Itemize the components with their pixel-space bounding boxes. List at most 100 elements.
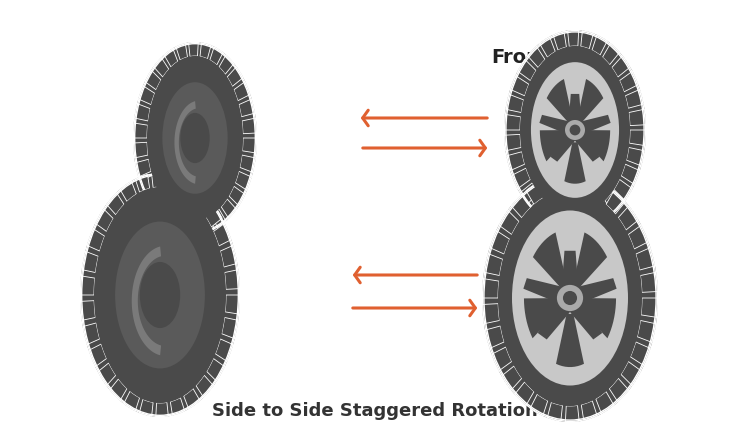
Polygon shape (539, 115, 578, 137)
Ellipse shape (133, 42, 257, 234)
Polygon shape (200, 43, 211, 59)
Ellipse shape (504, 30, 646, 230)
Polygon shape (628, 109, 646, 125)
Polygon shape (504, 114, 520, 130)
Polygon shape (236, 171, 252, 190)
Polygon shape (567, 278, 616, 307)
Polygon shape (636, 247, 655, 270)
Polygon shape (573, 232, 607, 288)
Polygon shape (592, 35, 608, 55)
Polygon shape (491, 347, 512, 371)
Polygon shape (628, 225, 649, 249)
Polygon shape (98, 363, 116, 386)
Polygon shape (578, 175, 592, 194)
Polygon shape (482, 279, 499, 298)
Polygon shape (482, 303, 500, 324)
Polygon shape (602, 44, 619, 65)
Polygon shape (592, 180, 610, 202)
Polygon shape (170, 398, 184, 416)
Polygon shape (229, 186, 245, 206)
Polygon shape (640, 272, 658, 292)
Polygon shape (512, 168, 530, 189)
Polygon shape (212, 209, 226, 228)
Polygon shape (550, 126, 580, 162)
Polygon shape (120, 181, 136, 202)
Polygon shape (224, 270, 240, 289)
Polygon shape (520, 183, 538, 204)
Polygon shape (621, 361, 641, 386)
Polygon shape (133, 123, 148, 138)
Polygon shape (510, 76, 529, 96)
Polygon shape (564, 142, 586, 184)
Polygon shape (192, 219, 202, 234)
Polygon shape (561, 174, 574, 190)
Polygon shape (179, 217, 190, 234)
Polygon shape (581, 400, 597, 421)
Polygon shape (227, 67, 243, 86)
Polygon shape (202, 216, 214, 233)
Polygon shape (547, 79, 572, 123)
Polygon shape (606, 190, 625, 214)
Polygon shape (626, 89, 644, 108)
Polygon shape (609, 378, 629, 402)
Polygon shape (626, 147, 644, 166)
Polygon shape (499, 210, 519, 235)
Ellipse shape (162, 82, 228, 194)
Ellipse shape (147, 56, 243, 220)
Polygon shape (110, 379, 127, 400)
Polygon shape (234, 81, 250, 101)
Polygon shape (152, 173, 164, 188)
Polygon shape (134, 104, 150, 121)
Polygon shape (484, 254, 502, 275)
Polygon shape (556, 211, 569, 230)
Polygon shape (530, 195, 548, 217)
Polygon shape (562, 293, 602, 340)
Polygon shape (154, 57, 169, 77)
Polygon shape (580, 31, 593, 49)
Polygon shape (540, 130, 568, 162)
Polygon shape (584, 210, 597, 229)
Polygon shape (578, 79, 603, 123)
Polygon shape (156, 402, 168, 417)
Polygon shape (135, 159, 152, 177)
Polygon shape (526, 182, 544, 204)
Polygon shape (631, 342, 650, 365)
Polygon shape (490, 231, 509, 254)
Polygon shape (82, 323, 100, 344)
Polygon shape (524, 278, 573, 307)
Polygon shape (135, 174, 150, 192)
Polygon shape (538, 293, 578, 340)
Ellipse shape (520, 46, 630, 214)
Polygon shape (629, 130, 646, 146)
Polygon shape (533, 232, 567, 288)
Polygon shape (506, 94, 524, 113)
Polygon shape (620, 71, 638, 92)
Polygon shape (215, 339, 233, 361)
Polygon shape (106, 193, 124, 215)
Ellipse shape (180, 113, 210, 163)
Polygon shape (568, 30, 579, 46)
Polygon shape (543, 175, 559, 195)
Polygon shape (595, 203, 610, 223)
Polygon shape (164, 49, 178, 67)
Ellipse shape (569, 125, 580, 135)
Ellipse shape (565, 120, 585, 140)
Polygon shape (596, 392, 614, 414)
Polygon shape (140, 175, 156, 194)
Polygon shape (618, 206, 638, 230)
Ellipse shape (140, 262, 180, 328)
Polygon shape (156, 202, 171, 221)
Polygon shape (87, 229, 105, 251)
Polygon shape (572, 214, 583, 230)
Polygon shape (166, 211, 180, 229)
Polygon shape (167, 174, 181, 190)
Polygon shape (518, 59, 536, 81)
Polygon shape (95, 209, 113, 231)
Polygon shape (504, 134, 521, 151)
Polygon shape (147, 190, 163, 209)
Polygon shape (207, 359, 225, 381)
Polygon shape (511, 194, 531, 218)
Ellipse shape (80, 173, 240, 417)
Polygon shape (138, 86, 154, 105)
Polygon shape (242, 118, 257, 134)
